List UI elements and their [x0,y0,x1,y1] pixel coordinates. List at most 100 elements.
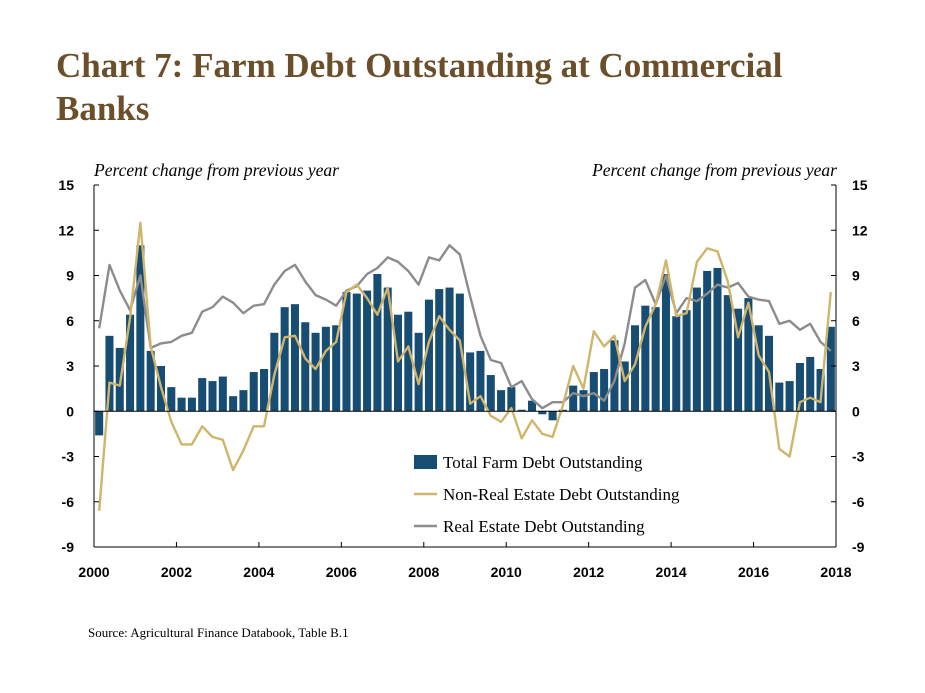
x-tick-label: 2000 [78,564,109,580]
x-tick-label: 2014 [656,564,687,580]
bar [620,361,629,412]
right-tick-label: 15 [852,177,868,193]
bar [455,293,464,412]
bar [826,326,835,412]
right-tick-label: -3 [852,449,865,465]
non-real-estate-line [98,221,832,511]
legend-swatch-total [414,455,437,469]
bar [538,411,547,415]
bar [414,332,423,412]
right-tick-label: 9 [852,268,860,284]
bar [126,314,135,412]
bar [424,299,433,412]
bar [136,245,145,412]
bar [445,287,454,412]
legend: Total Farm Debt Outstanding Non-Real Esta… [414,453,680,536]
left-tick-label: -9 [62,539,75,555]
bar [631,325,640,412]
x-tick-label: 2016 [738,564,769,580]
bar [548,411,557,421]
bar [795,362,804,412]
bar [497,390,506,412]
bar [466,352,475,412]
bar [589,372,598,412]
bar [672,316,681,412]
left-tick-label: 12 [58,222,74,238]
bar [363,290,372,412]
source-note: Source: Agricultural Finance Databook, T… [88,625,349,640]
bar [703,270,712,412]
bar [301,322,310,412]
bar [373,273,382,412]
bar [393,314,403,412]
bar [641,305,650,412]
right-tick-label: -6 [852,494,865,510]
bar [775,382,784,412]
bar [105,335,114,412]
bar [486,375,495,412]
bar [713,267,722,412]
bar [435,289,444,412]
bar [600,369,609,412]
right-tick-label: 12 [852,222,868,238]
bar [723,295,732,412]
left-tick-label: -6 [62,494,75,510]
bar [208,381,217,412]
bar [249,372,258,412]
bar [744,298,753,412]
legend-label: Non-Real Estate Debt Outstanding [443,485,680,504]
line-series [98,221,832,511]
bar [558,409,567,412]
left-tick-label: 9 [66,268,74,284]
x-tick-label: 2006 [326,564,357,580]
bar [404,311,413,412]
legend-label: Real Estate Debt Outstanding [443,517,645,536]
bar [517,409,526,412]
left-tick-label: 0 [66,403,74,419]
left-tick-label: 15 [58,177,74,193]
bar [229,396,238,412]
x-tick-label: 2018 [820,564,851,580]
bar [198,378,207,412]
x-tick-label: 2008 [408,564,439,580]
bar [527,400,537,412]
bar [651,307,660,412]
left-axis-unit-label: Percent change from previous year [94,160,339,180]
bar [95,411,104,436]
legend-label: Total Farm Debt Outstanding [443,453,643,472]
bar [352,293,361,412]
right-tick-label: 3 [852,358,860,374]
bar [187,397,196,412]
bar [311,332,320,412]
right-tick-label: 0 [852,403,860,419]
chart-title: Chart 7: Farm Debt Outstanding at Commer… [56,46,783,128]
x-tick-label: 2012 [573,564,604,580]
bar [806,356,815,412]
left-tick-label: 6 [66,313,74,329]
bar [692,287,701,412]
bar [321,326,330,412]
bar [342,292,351,412]
x-tick-label: 2010 [491,564,522,580]
bar [290,304,299,412]
bar [734,308,743,412]
bar [383,287,392,412]
bar [661,273,670,412]
bar [754,325,763,412]
bar [146,350,155,412]
right-tick-label: 6 [852,313,860,329]
bar [610,340,619,412]
bar [507,387,516,412]
bar [476,350,485,412]
bar [177,397,186,412]
x-tick-label: 2004 [243,564,274,580]
real-estate-line [98,244,832,410]
bar [239,390,248,412]
bar [682,310,691,412]
right-axis-unit-label: Percent change from previous year [592,160,837,180]
axes: -9 -9 -6 -6 -3 -3 0 0 3 3 6 6 9 9 12 12 15 15 2000 2002 2004… [58,177,867,580]
bar [218,376,227,412]
left-tick-label: 3 [66,358,74,374]
bar [569,385,578,412]
